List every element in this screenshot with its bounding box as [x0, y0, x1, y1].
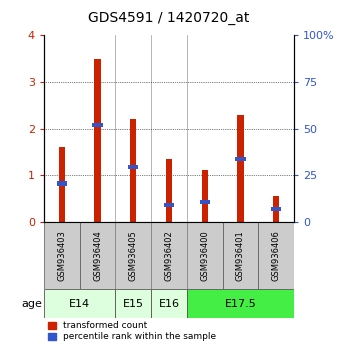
Text: GSM936401: GSM936401: [236, 230, 245, 281]
Bar: [80, 222, 115, 289]
Bar: [187, 222, 223, 289]
Bar: [58, 147, 65, 222]
Bar: [223, 222, 258, 289]
Text: E14: E14: [69, 299, 90, 309]
Bar: [166, 159, 172, 222]
Text: GSM936405: GSM936405: [129, 230, 138, 281]
Bar: [115, 289, 151, 318]
Bar: [94, 59, 101, 222]
Text: GSM936403: GSM936403: [57, 230, 66, 281]
Text: E16: E16: [159, 299, 179, 309]
Text: GDS4591 / 1420720_at: GDS4591 / 1420720_at: [88, 11, 250, 25]
Bar: [44, 289, 115, 318]
Bar: [187, 289, 294, 318]
Bar: [44, 222, 80, 289]
Bar: [151, 289, 187, 318]
Text: GSM936402: GSM936402: [165, 230, 173, 281]
Bar: [258, 222, 294, 289]
Bar: [115, 222, 151, 289]
Text: age: age: [21, 299, 42, 309]
Bar: [199, 200, 210, 204]
Legend: transformed count, percentile rank within the sample: transformed count, percentile rank withi…: [48, 321, 216, 342]
Bar: [57, 181, 67, 185]
Bar: [235, 157, 246, 161]
Bar: [271, 207, 281, 211]
Text: GSM936400: GSM936400: [200, 230, 209, 281]
Bar: [201, 170, 208, 222]
Bar: [151, 222, 187, 289]
Text: E15: E15: [123, 299, 144, 309]
Bar: [273, 196, 280, 222]
Text: E17.5: E17.5: [224, 299, 256, 309]
Bar: [164, 203, 174, 207]
Text: GSM936406: GSM936406: [272, 230, 281, 281]
Bar: [128, 165, 139, 169]
Text: GSM936404: GSM936404: [93, 230, 102, 281]
Bar: [237, 115, 244, 222]
Bar: [92, 123, 103, 127]
Bar: [130, 119, 137, 222]
